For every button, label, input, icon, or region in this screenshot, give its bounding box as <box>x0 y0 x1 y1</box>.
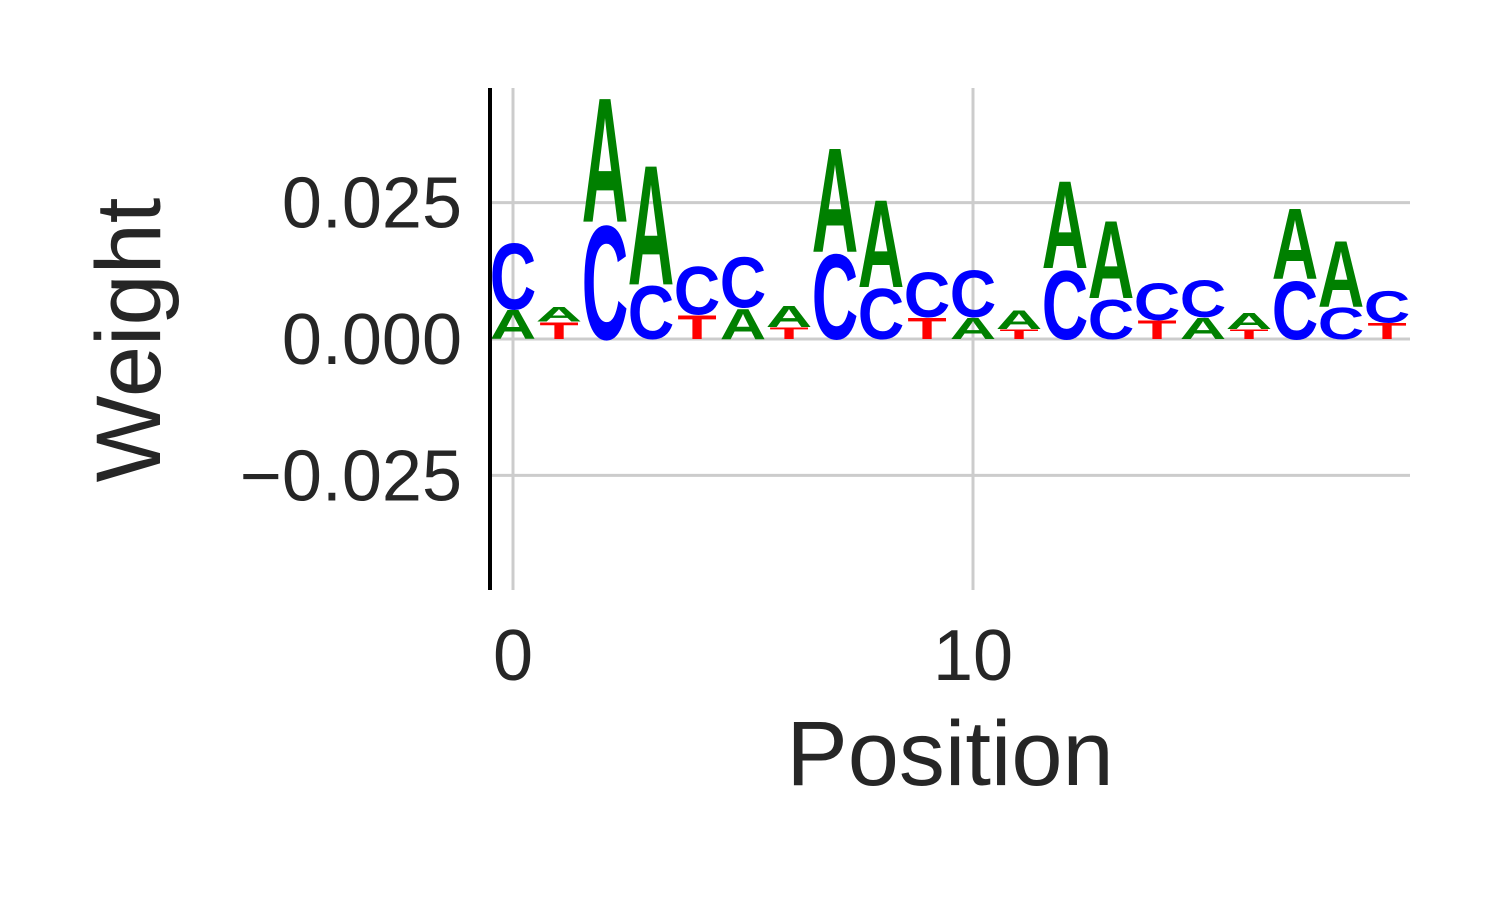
x-axis-title: Position <box>786 703 1113 805</box>
y-tick-label-2: 0.025 <box>282 164 462 244</box>
logo-letter-A-pos-13: A <box>1088 199 1135 323</box>
logo-letter-C-pos-18: C <box>1318 298 1364 349</box>
logo-letter-A-pos-12: A <box>1042 156 1088 296</box>
logo-letter-C-pos-14: C <box>1134 272 1181 331</box>
logo-letter-C-pos-2: C <box>582 193 629 374</box>
logo-letter-C-pos-7: C <box>812 229 859 365</box>
logo-letter-T-pos-16: T <box>1229 327 1268 342</box>
grid-lines <box>490 88 1410 590</box>
logo-letter-A-pos-10: A <box>950 311 997 345</box>
logo-letter-A-pos-2: A <box>582 62 629 260</box>
logo-letter-A-pos-1: A <box>536 303 583 326</box>
logo-letter-A-pos-0: A <box>490 302 537 348</box>
logo-letter-C-pos-13: C <box>1088 288 1135 352</box>
logo-letter-C-pos-10: C <box>950 257 997 331</box>
logo-letter-C-pos-4: C <box>674 254 721 330</box>
logo-letter-T-pos-9: T <box>907 311 947 345</box>
logo-letter-C-pos-17: C <box>1272 264 1318 357</box>
logo-letter-T-pos-11: T <box>999 327 1038 342</box>
logo-letter-A-pos-16: A <box>1226 309 1273 334</box>
logo-letter-T-pos-14: T <box>1137 315 1176 345</box>
logo-letter-T-pos-6: T <box>769 324 809 343</box>
logo-letter-A-pos-18: A <box>1318 222 1364 327</box>
logo-letter-C-pos-5: C <box>720 243 767 323</box>
logo-letter-C-pos-9: C <box>904 259 951 331</box>
y-axis-title: Weight <box>78 198 180 483</box>
logo-letter-C-pos-3: C <box>628 270 675 355</box>
logo-letter-A-pos-5: A <box>720 299 767 348</box>
logo-letter-C-pos-12: C <box>1042 250 1089 360</box>
logo-letter-A-pos-6: A <box>766 299 813 333</box>
logo-letter-A-pos-11: A <box>996 305 1043 335</box>
logo-letter-C-pos-0: C <box>490 225 536 330</box>
y-tick-label-1: 0.000 <box>282 300 462 380</box>
x-tick-label-0: 0 <box>493 616 533 696</box>
y-tick-label-0: −0.025 <box>240 436 462 516</box>
logo-letter-A-pos-3: A <box>628 131 675 322</box>
logo-letter-C-pos-15: C <box>1180 270 1227 329</box>
logo-letter-C-pos-8: C <box>858 275 905 355</box>
logo-letter-T-pos-1: T <box>539 318 579 345</box>
logo-letter-A-pos-15: A <box>1180 311 1227 345</box>
x-tick-label-1: 10 <box>933 616 1013 696</box>
logo-letter-A-pos-8: A <box>858 175 904 315</box>
logo-letter-A-pos-7: A <box>812 118 859 284</box>
logo-letter-T-pos-4: T <box>677 308 716 346</box>
tick-labels: −0.025 0.000 0.025 0 10 <box>240 164 1013 696</box>
logo-letter-T-pos-19: T <box>1367 319 1406 344</box>
logo-letter-C-pos-19: C <box>1364 282 1410 333</box>
logo-letter-A-pos-17: A <box>1272 187 1319 300</box>
